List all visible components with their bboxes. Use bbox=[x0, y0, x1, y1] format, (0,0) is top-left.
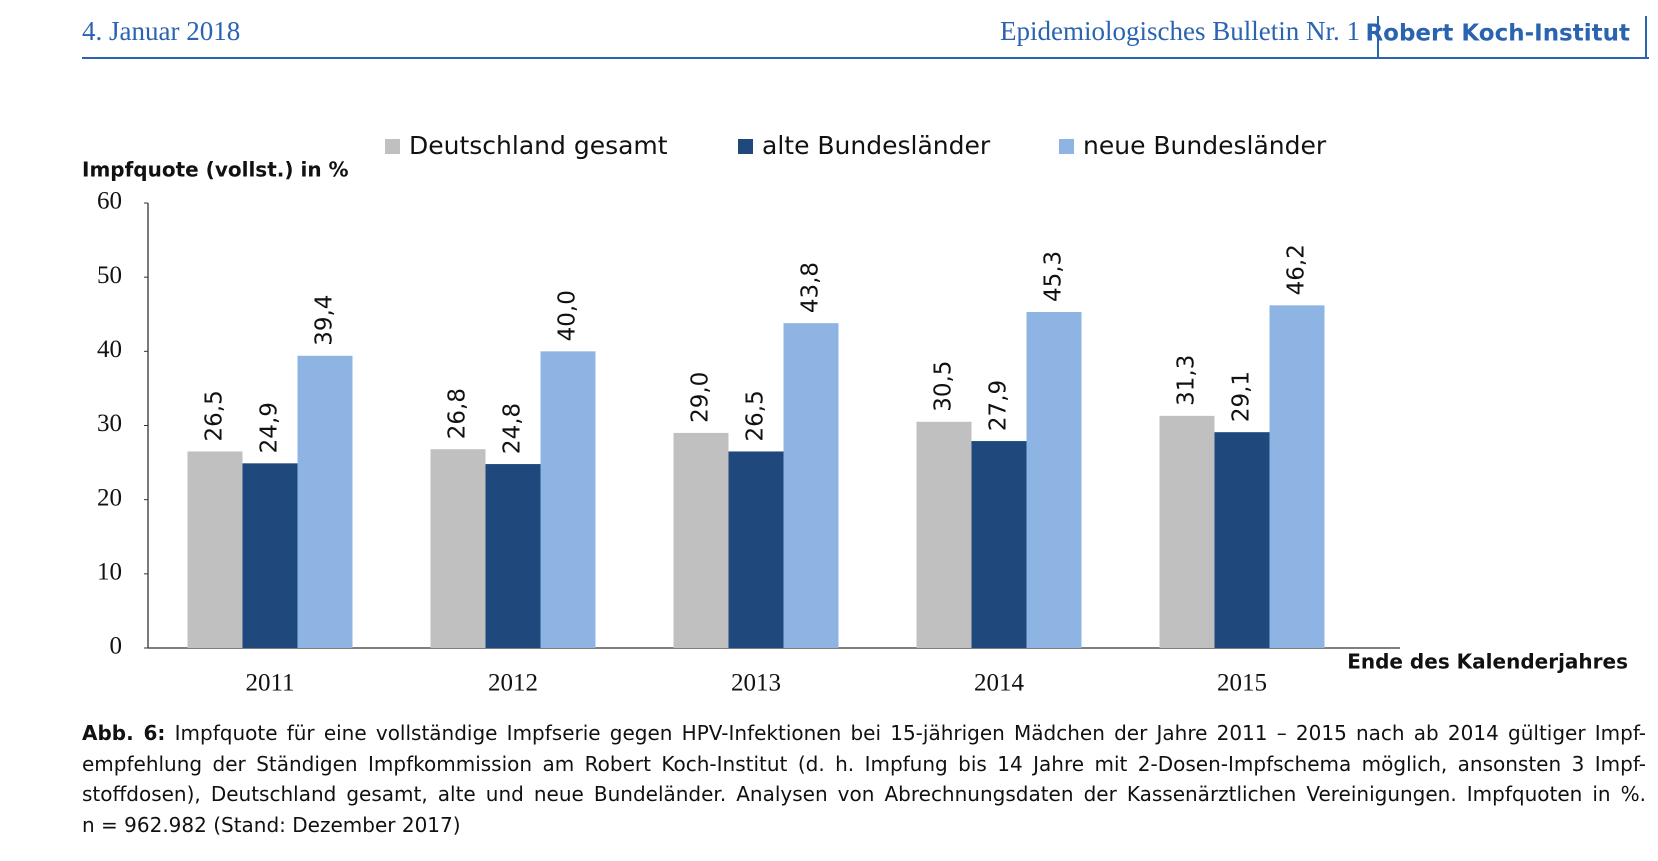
value-label: 26,5 bbox=[743, 390, 769, 441]
legend-swatch bbox=[738, 139, 753, 154]
bar bbox=[187, 451, 243, 648]
y-tick-label: 10 bbox=[97, 559, 122, 586]
caption-line: n = 962.982 (Stand: Dezember 2017) bbox=[82, 810, 1646, 841]
header-publication: Epidemiologisches Bulletin Nr. 1 bbox=[1000, 16, 1360, 46]
caption-label: Abb. 6: bbox=[82, 721, 166, 745]
x-tick-label: 2014 bbox=[974, 670, 1025, 697]
x-tick-label: 2015 bbox=[1217, 670, 1267, 697]
value-label: 30,5 bbox=[931, 361, 957, 412]
bar bbox=[971, 441, 1027, 648]
value-label: 27,9 bbox=[986, 380, 1012, 431]
caption-text: Impfquote für eine vollständige Impfseri… bbox=[174, 721, 1647, 745]
legend-label: neue Bundesländer bbox=[1083, 131, 1327, 160]
bar bbox=[430, 449, 486, 648]
bar bbox=[1214, 432, 1270, 648]
value-label: 31,3 bbox=[1174, 355, 1200, 406]
bar bbox=[297, 355, 353, 648]
caption-text: n = 962.982 (Stand: Dezember 2017) bbox=[82, 812, 461, 837]
y-tick-label: 20 bbox=[97, 484, 122, 511]
chart: 4. Januar 2018 Epidemiologisches Bulleti… bbox=[82, 16, 1649, 697]
header-institute: Robert Koch-Institut bbox=[1365, 21, 1630, 47]
legend-label: Deutschland gesamt bbox=[409, 131, 668, 160]
bar bbox=[1269, 305, 1325, 648]
value-label: 43,8 bbox=[798, 262, 824, 313]
value-label: 40,0 bbox=[555, 290, 581, 341]
header-date: 4. Januar 2018 bbox=[82, 16, 240, 46]
value-label: 46,2 bbox=[1284, 244, 1310, 295]
caption-line: Abb. 6: Impfquote für eine vollständige … bbox=[82, 718, 1646, 749]
x-tick-label: 2011 bbox=[245, 670, 294, 697]
y-tick-label: 60 bbox=[97, 188, 122, 215]
y-axis-label: Impfquote (vollst.) in % bbox=[82, 158, 349, 182]
bar bbox=[673, 432, 729, 648]
caption-line: stoffdosen), Deutschland gesamt, alte un… bbox=[82, 779, 1646, 810]
bar bbox=[916, 421, 972, 648]
value-label: 45,3 bbox=[1041, 251, 1067, 302]
legend-swatch bbox=[1059, 139, 1074, 154]
value-label: 39,4 bbox=[312, 295, 338, 346]
value-label: 24,8 bbox=[500, 403, 526, 454]
caption-text: stoffdosen), Deutschland gesamt, alte un… bbox=[82, 782, 1646, 806]
caption: Abb. 6: Impfquote für eine vollständige … bbox=[82, 718, 1646, 840]
value-label: 29,0 bbox=[688, 372, 714, 423]
legend-label: alte Bundesländer bbox=[762, 131, 991, 160]
legend-swatch bbox=[385, 139, 400, 154]
value-label: 26,8 bbox=[445, 388, 471, 439]
x-tick-label: 2013 bbox=[731, 670, 781, 697]
bar bbox=[1026, 312, 1082, 648]
y-tick-label: 40 bbox=[97, 336, 122, 363]
bar bbox=[783, 323, 839, 648]
bar bbox=[242, 463, 298, 648]
bar bbox=[540, 351, 596, 648]
caption-line: empfehlung der Ständigen Impfkommission … bbox=[82, 749, 1646, 780]
value-label: 24,9 bbox=[257, 402, 283, 453]
bar bbox=[485, 464, 541, 648]
bar bbox=[728, 451, 784, 648]
y-tick-label: 50 bbox=[97, 262, 122, 289]
y-tick-label: 30 bbox=[97, 410, 122, 437]
caption-text: empfehlung der Ständigen Impfkommission … bbox=[82, 751, 1646, 776]
x-axis-label: Ende des Kalenderjahres bbox=[1347, 650, 1628, 674]
bar bbox=[1159, 415, 1215, 648]
y-tick-label: 0 bbox=[110, 633, 123, 660]
value-label: 29,1 bbox=[1229, 371, 1255, 422]
x-tick-label: 2012 bbox=[488, 670, 538, 697]
value-label: 26,5 bbox=[202, 390, 228, 441]
